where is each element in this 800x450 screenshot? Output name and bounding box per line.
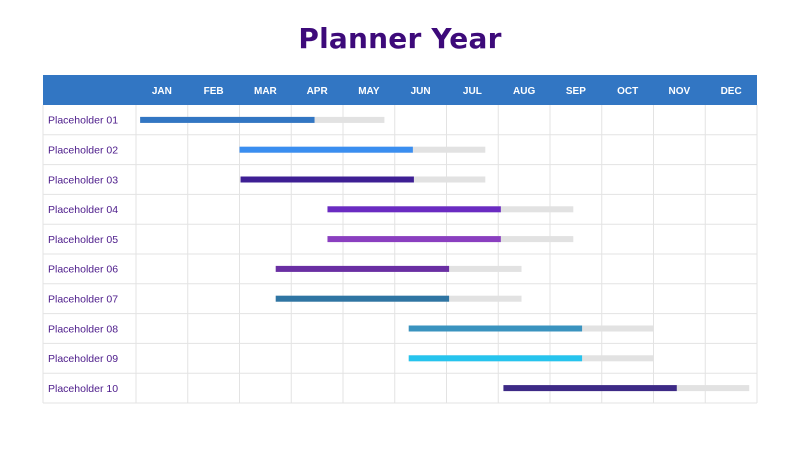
month-label-may: MAY — [358, 86, 380, 97]
task-label: Placeholder 02 — [48, 145, 118, 157]
task-progress-bar[interactable] — [140, 116, 315, 123]
month-header — [43, 75, 757, 105]
chart-title: Planner Year — [298, 22, 502, 55]
month-label-sep: SEP — [566, 86, 586, 97]
task-progress-bar[interactable] — [275, 265, 450, 272]
task-progress-bar[interactable] — [327, 236, 501, 243]
task-progress-bar[interactable] — [275, 295, 450, 302]
task-progress-bar[interactable] — [239, 146, 413, 153]
month-label-jul: JUL — [463, 86, 482, 97]
task-progress-bar[interactable] — [503, 385, 677, 392]
task-label: Placeholder 05 — [48, 234, 118, 246]
month-label-aug: AUG — [513, 86, 535, 97]
month-label-apr: APR — [307, 86, 329, 97]
task-progress-bar[interactable] — [240, 176, 414, 183]
month-label-nov: NOV — [669, 86, 691, 97]
month-label-dec: DEC — [721, 86, 742, 97]
task-label: Placeholder 06 — [48, 264, 118, 276]
task-label: Placeholder 04 — [48, 204, 118, 216]
month-label-jan: JAN — [152, 86, 172, 97]
month-label-feb: FEB — [204, 86, 224, 97]
task-label: Placeholder 08 — [48, 323, 118, 335]
task-label: Placeholder 10 — [48, 383, 118, 395]
task-label: Placeholder 03 — [48, 174, 118, 186]
task-label: Placeholder 09 — [48, 353, 118, 365]
task-label: Placeholder 01 — [48, 115, 118, 127]
task-label: Placeholder 07 — [48, 294, 118, 306]
month-label-jun: JUN — [411, 86, 431, 97]
task-progress-bar[interactable] — [327, 206, 501, 213]
month-label-mar: MAR — [254, 86, 278, 97]
task-progress-bar[interactable] — [408, 325, 583, 332]
task-progress-bar[interactable] — [408, 355, 583, 362]
month-label-oct: OCT — [617, 86, 638, 97]
